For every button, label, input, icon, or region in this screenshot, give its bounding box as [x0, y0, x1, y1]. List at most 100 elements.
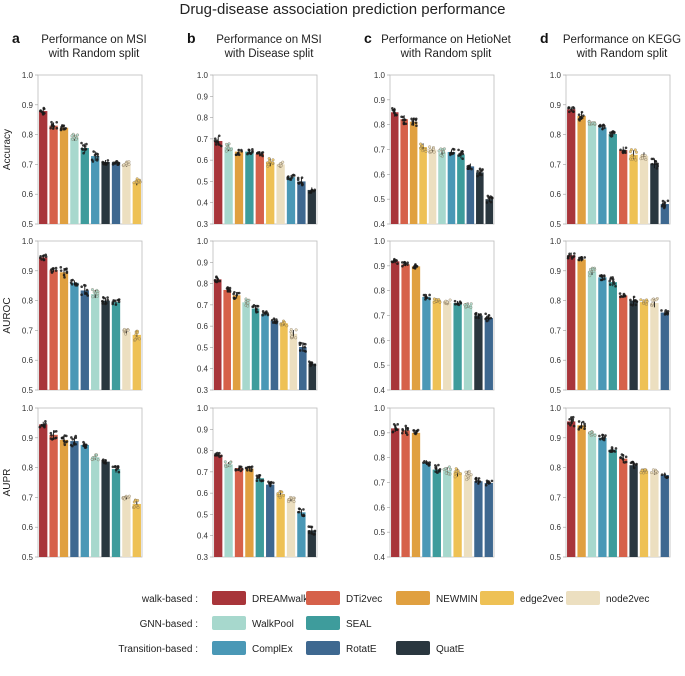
data-point — [567, 106, 571, 110]
y-tick-label: 0.7 — [197, 468, 209, 477]
data-point — [433, 464, 437, 467]
data-point — [603, 277, 606, 281]
data-point — [631, 303, 634, 307]
y-tick-label: 0.9 — [197, 258, 209, 267]
data-point — [401, 429, 405, 432]
data-point — [476, 174, 479, 178]
data-point — [291, 174, 294, 177]
data-point — [477, 482, 480, 485]
data-point — [588, 431, 592, 435]
data-point — [292, 498, 296, 502]
data-point — [630, 153, 634, 157]
data-point — [630, 157, 634, 161]
bar-edge2vec — [453, 472, 462, 557]
data-point — [448, 298, 452, 302]
bar-dreamwalk — [214, 454, 223, 557]
data-point — [220, 454, 223, 458]
data-point — [267, 157, 271, 161]
bar-node2vec — [122, 331, 131, 390]
y-tick-label: 0.5 — [22, 553, 34, 562]
data-point — [84, 148, 87, 151]
data-point — [272, 481, 275, 485]
bar-dreamwalk — [213, 279, 222, 390]
data-point — [55, 120, 59, 124]
data-point — [453, 302, 457, 306]
data-point — [114, 303, 118, 306]
data-point — [216, 279, 220, 283]
data-point — [137, 337, 141, 341]
y-tick-label: 0.8 — [550, 464, 562, 473]
bar-newmin — [234, 151, 244, 224]
data-point — [424, 298, 427, 301]
bar-dti2vec — [401, 264, 410, 390]
bar-rotate — [70, 441, 79, 557]
data-point — [281, 160, 285, 164]
bar-walkpool — [91, 457, 100, 557]
bar-complex — [447, 151, 456, 224]
data-point — [425, 296, 429, 300]
data-point — [428, 145, 432, 149]
data-point — [298, 507, 302, 511]
bar-rotate — [660, 312, 669, 390]
panel-subtitle-b: with Disease split — [224, 48, 315, 60]
data-point — [255, 308, 258, 311]
bar-newmin — [411, 266, 421, 390]
data-point — [632, 155, 636, 159]
data-point — [396, 423, 399, 426]
data-point — [63, 434, 67, 437]
data-point — [654, 298, 658, 302]
data-point — [96, 152, 99, 156]
data-point — [234, 468, 238, 471]
data-point — [257, 474, 261, 477]
legend-label-walkpool: WalkPool — [252, 619, 294, 630]
bar-dreamwalk — [567, 255, 576, 390]
y-tick-label: 1.0 — [374, 237, 386, 246]
data-point — [577, 113, 581, 117]
data-point — [255, 479, 259, 483]
data-point — [474, 316, 478, 319]
data-point — [106, 296, 109, 299]
data-point — [312, 533, 316, 536]
y-tick-label: 0.5 — [374, 528, 386, 537]
data-point — [52, 267, 55, 270]
data-point — [44, 253, 48, 257]
bar-rotate — [111, 162, 121, 224]
data-point — [135, 331, 139, 335]
data-point — [251, 149, 254, 153]
bar-seal — [608, 134, 617, 224]
data-point — [644, 302, 648, 306]
panel-subtitle-a: with Random split — [48, 48, 141, 60]
data-point — [583, 427, 586, 431]
data-point — [82, 444, 86, 447]
bar-rotate — [266, 484, 275, 557]
y-tick-label: 0.4 — [374, 386, 386, 395]
data-point — [96, 292, 100, 296]
bar-complex — [261, 313, 269, 390]
chart-d-auroc: 0.5 0.6 0.7 0.8 0.9 1.0 — [550, 237, 671, 395]
bar-dti2vec — [619, 458, 628, 557]
data-point — [238, 465, 242, 469]
legend-swatch-newmin — [396, 591, 430, 605]
data-point — [289, 331, 293, 335]
data-point — [490, 479, 494, 483]
data-point — [74, 282, 78, 285]
data-point — [651, 302, 655, 306]
legend-swatch-edge2vec — [480, 591, 514, 605]
data-point — [465, 478, 469, 482]
y-tick-label: 0.5 — [550, 553, 562, 562]
data-point — [42, 258, 46, 262]
legend-group-label: walk-based : — [141, 594, 198, 605]
data-point — [588, 267, 592, 271]
y-tick-label: 1.0 — [22, 404, 34, 413]
bar-node2vec — [639, 155, 649, 224]
data-point — [469, 302, 473, 306]
panel-title-b: Performance on MSI — [216, 34, 321, 46]
data-point — [69, 443, 73, 447]
bar-edge2vec — [266, 162, 275, 224]
bar-rotate — [660, 204, 669, 224]
data-point — [40, 423, 43, 427]
data-point — [256, 476, 259, 480]
y-tick-label: 0.6 — [374, 170, 386, 179]
data-point — [236, 151, 240, 155]
data-point — [289, 328, 293, 332]
